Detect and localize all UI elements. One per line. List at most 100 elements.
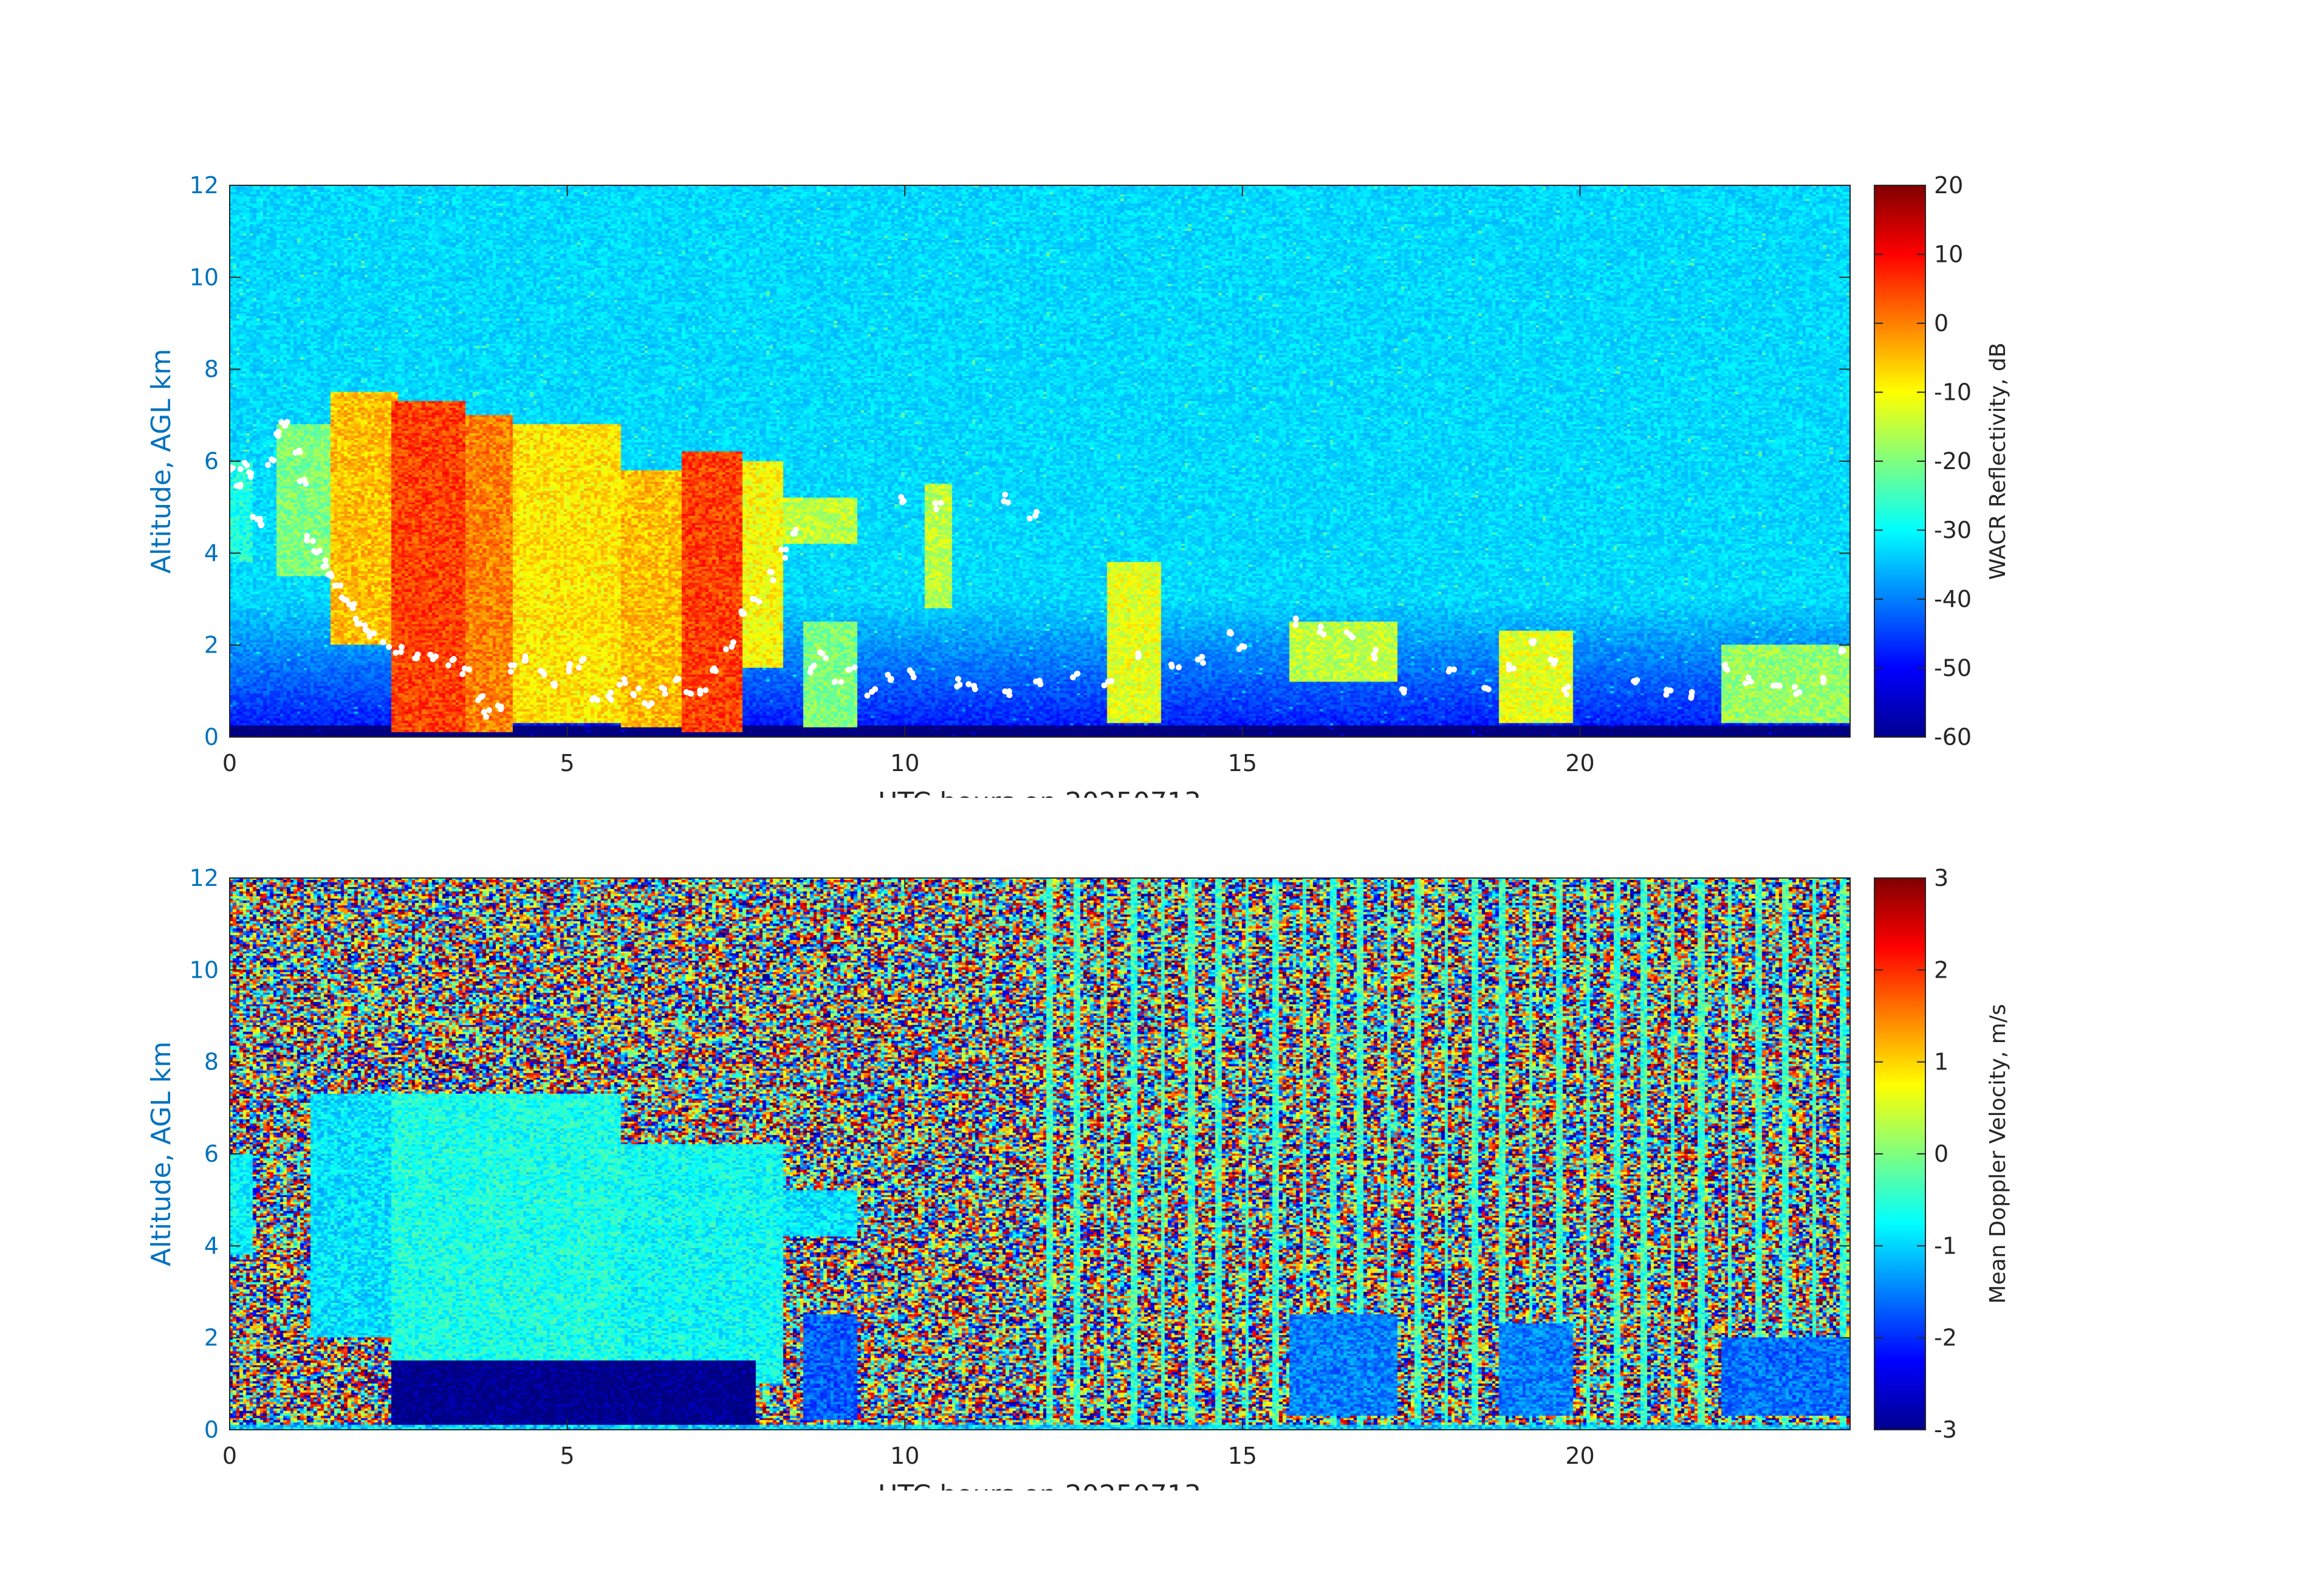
cloud-base-point [1292,615,1299,622]
cloud-base-point [1742,680,1749,687]
cloud-base-point [937,499,944,506]
colorbar-tick-label: 1 [1934,1049,1949,1075]
cloud-base-point [1563,691,1570,698]
cloud-base-point [257,515,264,522]
cloud-base-point [244,462,250,468]
cloud-base-point [832,678,838,685]
x-tick-label: 20 [1565,1442,1594,1469]
cloud-base-point [278,419,285,425]
cloud-base-point [818,650,825,657]
cloud-base-point [237,465,244,472]
cloud-base-point [338,594,345,601]
cloud-base-point [933,506,940,513]
cloud-base-point [770,577,776,583]
cloud-base-point [1373,647,1379,653]
colorbar-tick-label: -30 [1934,517,1972,544]
cloud-base-point [483,713,490,720]
cloud-base-point [333,582,340,589]
cloud-base-point [1664,687,1670,693]
cloud-base-point [296,447,303,454]
cloud-base-point [1724,667,1730,673]
cloud-base-point [486,707,493,713]
y-tick-label: 4 [204,540,219,566]
cloud-base-point [1176,664,1182,671]
velocity-y-ticks: 0 2 4 6 8 10 12 [190,865,1850,1443]
cloud-base-point [1074,670,1081,677]
cloud-base-point [688,690,694,697]
velocity-heatmap [230,878,1850,1430]
x-tick-label: 5 [560,1442,575,1469]
cloud-base-point [550,681,557,687]
cloud-base-point [412,655,419,662]
cloud-base-point [1506,662,1512,668]
colorbar-tick-label: 2 [1934,956,1949,983]
colorbar-tick-label: 0 [1934,310,1949,337]
cloud-base-point [1371,651,1377,658]
cloud-base-point [932,500,939,507]
cloud-base-point [507,668,514,675]
reflectivity-heatmap [230,185,1850,737]
cloud-base-point [1239,643,1246,650]
cloud-base-point [756,599,763,605]
cloud-base-point [449,657,456,664]
cloud-base-point [1105,678,1112,685]
cloud-base-point [782,554,789,561]
cloud-base-point [709,667,716,674]
cloud-base-point [1528,638,1535,645]
y-tick-label: 10 [190,956,219,983]
colorbar-tick-label: 20 [1934,172,1963,199]
y-tick-label: 0 [204,1416,219,1443]
cloud-base-point [674,676,680,682]
cloud-base-point [845,667,852,673]
cloud-base-point [589,696,595,703]
cloud-base-point [481,709,487,716]
y-tick-label: 8 [204,356,219,383]
cloud-base-point [578,657,585,664]
x-tick-label: 0 [222,750,237,777]
cloud-base-point [838,679,845,685]
cloud-base-point [433,653,439,660]
cloud-base-point [683,689,690,696]
colorbar-tick-label: -50 [1934,655,1972,682]
cloud-base-point [1688,688,1695,695]
cloud-base-point [622,680,628,687]
cloud-base-point [1069,674,1076,681]
cloud-base-point [1101,682,1108,689]
cloud-base-point [352,616,359,622]
cloud-base-point [566,668,572,674]
cloud-base-point [273,431,279,437]
cloud-base-point [868,688,875,695]
y-tick-label: 0 [204,724,219,750]
cloud-base-point [478,694,484,701]
colorbar-tick-label: -20 [1934,448,1972,475]
cloud-base-point [1663,691,1670,698]
cloud-base-point [616,681,623,688]
cloud-base-point [1001,498,1007,504]
x-tick-label: 0 [222,1442,237,1469]
cloud-base-point [702,687,709,693]
colorbar-tick-label: -2 [1934,1325,1957,1351]
cloud-base-point [630,690,637,697]
y-tick-label: 6 [204,1141,219,1167]
cloud-base-point [971,682,978,689]
velocity-y-axis-label: Altitude, AGL km [146,1041,177,1266]
cloud-base-point [399,643,405,650]
cloud-base-point [303,481,309,487]
cloud-base-point [1200,660,1207,667]
cloud-base-point [823,655,829,662]
cloud-base-point [427,651,434,658]
y-tick-label: 12 [190,865,219,891]
cloud-base-point [1561,686,1568,693]
cloud-base-point [265,462,272,468]
y-tick-label: 6 [204,448,219,475]
cloud-base-point [1451,666,1458,673]
cloud-base-point [1506,666,1512,673]
cloud-base-point [459,671,466,677]
cloud-base-point [522,653,529,659]
cloud-base-point [282,423,289,430]
cloud-base-point [662,690,668,697]
cloud-base-point [605,693,612,700]
cloud-base-point [783,546,789,553]
cloud-base-point [749,595,756,602]
